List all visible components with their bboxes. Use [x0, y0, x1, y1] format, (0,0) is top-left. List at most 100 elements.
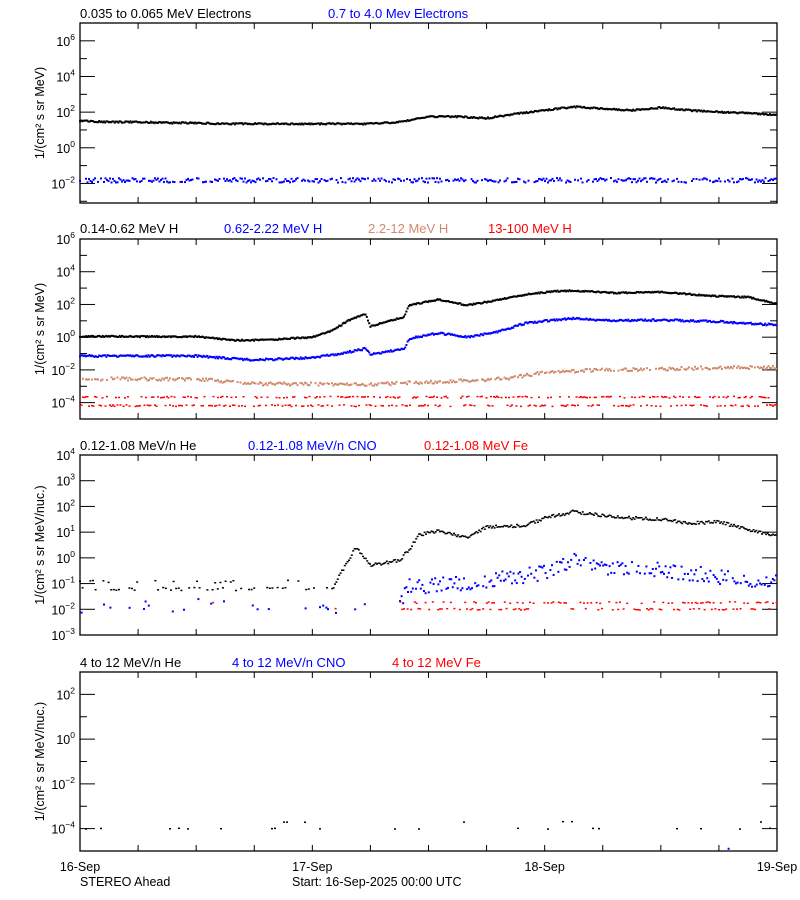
data-point — [269, 357, 272, 360]
data-point — [752, 112, 755, 115]
data-point — [184, 379, 186, 382]
data-point — [313, 180, 315, 183]
data-point — [759, 113, 762, 116]
data-point — [508, 396, 510, 399]
data-point — [747, 584, 750, 587]
data-point — [268, 587, 271, 589]
data-point — [196, 580, 198, 583]
data-point — [758, 530, 761, 532]
data-point — [735, 322, 738, 325]
data-point — [703, 523, 706, 525]
data-point — [590, 370, 593, 373]
data-point — [283, 123, 285, 126]
data-point — [461, 335, 464, 338]
data-point — [127, 354, 129, 357]
data-point — [635, 570, 638, 573]
data-point — [454, 534, 457, 536]
data-point — [187, 335, 189, 338]
data-point — [507, 327, 510, 330]
data-point — [499, 114, 501, 117]
data-point — [183, 121, 186, 124]
data-point — [490, 579, 493, 582]
data-point — [739, 111, 741, 114]
data-point — [713, 321, 716, 324]
data-point — [500, 114, 503, 117]
data-point — [242, 339, 245, 342]
data-point — [165, 335, 168, 338]
data-point — [531, 292, 534, 295]
data-point — [596, 318, 599, 321]
data-point — [461, 380, 464, 383]
data-point — [490, 332, 493, 335]
data-point — [292, 123, 295, 126]
data-point — [599, 368, 602, 371]
data-point — [571, 318, 573, 321]
data-point — [208, 404, 210, 407]
data-point — [679, 108, 681, 111]
data-point — [250, 123, 253, 126]
data-point — [139, 121, 141, 124]
data-point — [535, 519, 538, 521]
data-point — [366, 560, 369, 562]
data-point — [602, 395, 605, 398]
data-point — [737, 111, 740, 114]
data-point — [657, 319, 660, 322]
data-point — [605, 396, 608, 398]
data-point — [363, 122, 366, 125]
data-point — [529, 404, 531, 406]
data-point — [614, 291, 617, 294]
data-point — [97, 180, 99, 183]
data-point — [567, 561, 569, 564]
data-point — [421, 116, 423, 119]
data-point — [463, 336, 465, 339]
data-point — [605, 318, 608, 321]
data-point — [171, 335, 174, 338]
data-point — [266, 357, 269, 360]
data-point — [199, 336, 201, 339]
data-point — [775, 574, 777, 577]
data-point — [230, 180, 233, 183]
data-point — [147, 354, 150, 357]
data-point — [608, 601, 611, 603]
data-point — [511, 582, 513, 585]
data-point — [587, 107, 590, 110]
data-point — [170, 336, 173, 339]
data-point — [386, 395, 389, 398]
data-point — [262, 177, 264, 180]
data-point — [681, 522, 684, 525]
data-point — [737, 322, 740, 325]
data-point — [495, 298, 498, 301]
data-point — [463, 821, 465, 823]
data-point — [232, 338, 235, 341]
data-point — [241, 177, 243, 180]
data-point — [656, 561, 659, 564]
data-point — [415, 303, 417, 306]
data-point — [160, 336, 163, 339]
data-point — [305, 382, 308, 385]
data-point — [734, 111, 737, 114]
data-point — [739, 396, 741, 399]
data-point — [626, 517, 629, 519]
data-point — [123, 121, 126, 124]
data-point — [536, 321, 539, 324]
data-point — [662, 396, 665, 399]
data-point — [290, 383, 293, 386]
data-point — [406, 307, 409, 310]
data-point — [131, 354, 134, 357]
data-point — [196, 335, 199, 338]
data-point — [159, 121, 162, 124]
tick-exponent: 3 — [70, 472, 75, 482]
panel-2: 0.14-0.62 MeV H 0.62-2.22 MeV H 2.2-12 MeV… — [33, 221, 778, 420]
data-point — [392, 396, 395, 398]
data-point — [224, 380, 227, 383]
data-point — [625, 108, 627, 111]
data-point — [458, 179, 461, 182]
data-point — [463, 404, 465, 407]
data-point — [232, 122, 235, 125]
data-point — [236, 180, 239, 183]
data-point — [303, 122, 306, 125]
data-point — [406, 608, 409, 610]
data-point — [602, 291, 605, 294]
data-point — [572, 316, 575, 319]
data-point — [696, 520, 699, 523]
